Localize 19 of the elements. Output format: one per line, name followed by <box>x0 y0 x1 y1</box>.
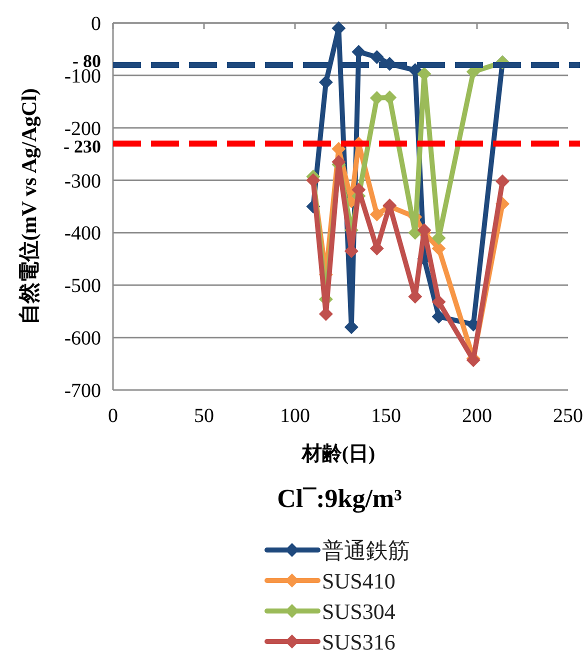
x-tick-label: 100 <box>280 405 310 427</box>
text: Cl¯:9kg/m³ <box>277 484 402 513</box>
x-tick-label: 0 <box>108 405 118 427</box>
legend-label: SUS304 <box>322 599 396 624</box>
y-tick-label: -300 <box>64 170 101 192</box>
x-tick-label: 200 <box>462 405 492 427</box>
y-tick-label: -400 <box>64 222 101 245</box>
x-tick-label: 50 <box>194 405 214 427</box>
y-tick-label: 0 <box>91 13 101 35</box>
legend-label: SUS410 <box>322 568 396 594</box>
y-tick-label: -600 <box>64 328 101 350</box>
legend-label: SUS316 <box>322 630 396 653</box>
x-tick-label: 250 <box>553 405 583 427</box>
y-tick-label: -700 <box>64 380 101 402</box>
y-axis-title: 自然電位(mV vs Ag/AgCl) <box>17 88 41 325</box>
x-axis-title: 材齢(日) <box>300 443 376 465</box>
legend-label: 普通鉄筋 <box>322 538 410 563</box>
y-tick-label: -500 <box>64 275 101 298</box>
x-tick-label: 150 <box>371 405 401 427</box>
